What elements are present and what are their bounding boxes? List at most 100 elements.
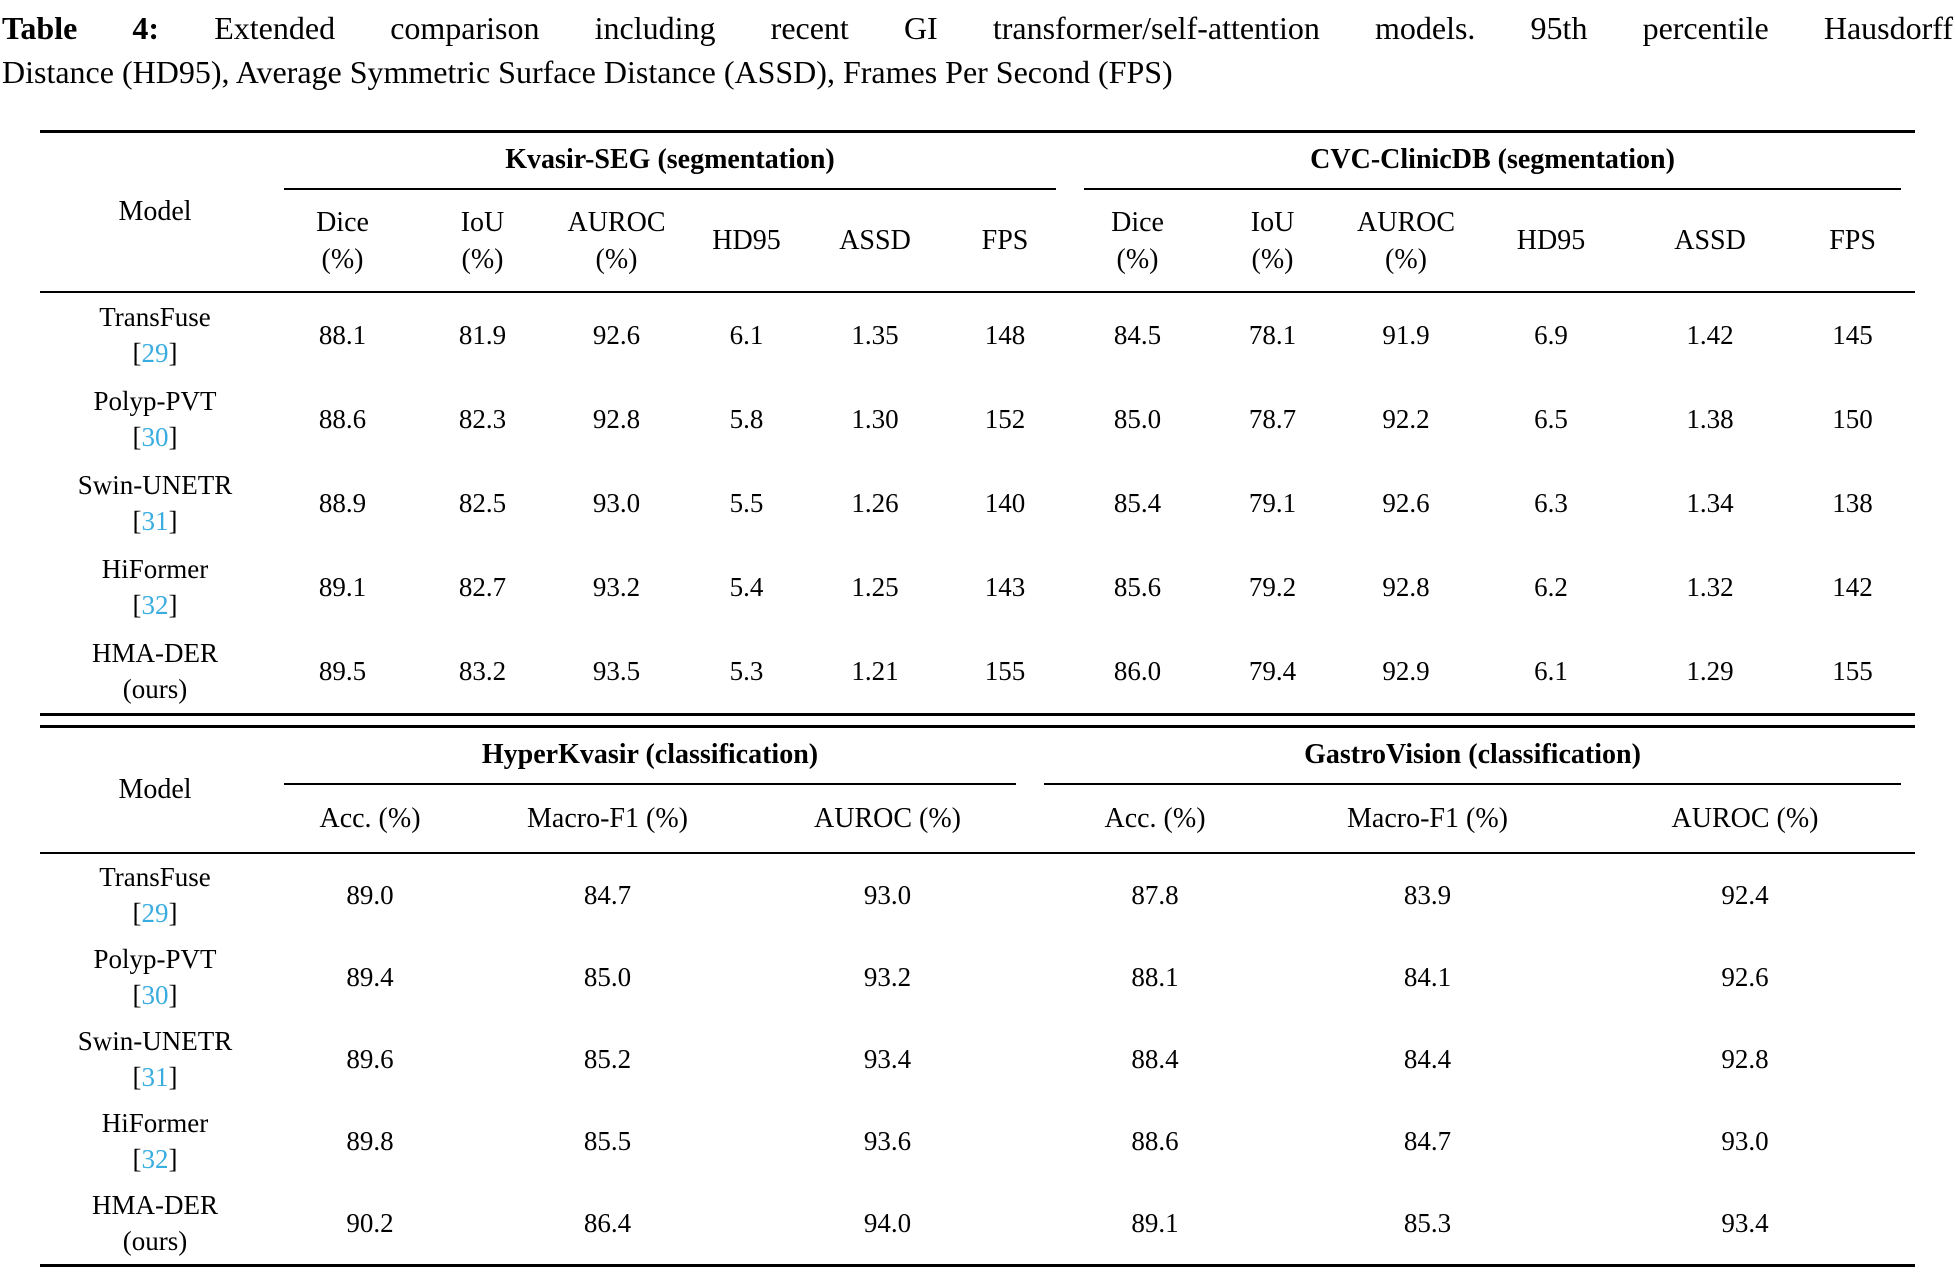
cell-value: 78.7 [1248,403,1297,434]
col-header-assd-1: ASSD [810,191,940,293]
cell-value: 79.2 [1248,571,1297,602]
cell-value: 85.4 [1113,487,1162,518]
cell-value: 79.1 [1248,487,1297,518]
cell-value: 88.6 [318,403,367,434]
cell-value: 82.5 [458,487,507,518]
col-header-macrof1-2: Macro-F1 (%) [1280,786,1575,854]
cell-value: 94.0 [863,1207,912,1238]
cell-value: 143 [984,571,1026,602]
cell-value: 86.4 [583,1207,632,1238]
cell-value: 89.0 [346,879,394,910]
model-name: Swin-UNETR [77,1026,233,1056]
group-header-hyperkvasir: HyperKvasir (classification) [270,727,1030,787]
col-header-iou-1: IoU (%) [415,191,550,293]
col-header-dice-2: Dice (%) [1070,191,1206,293]
segmentation-table: Model Kvasir-SEG (segmentation) CVC-Clin… [40,130,1916,716]
model-name: HiFormer [101,1108,209,1138]
model-name: Polyp-PVT [93,944,217,974]
model-name: HMA-DER [92,638,218,668]
cell-value: 1.26 [851,487,899,518]
group-header-cvc-clinicdb: CVC-ClinicDB (segmentation) [1070,132,1915,192]
model-name-cell: HiFormer [32] [40,545,270,629]
group-header-kvasir-seg: Kvasir-SEG (segmentation) [270,132,1070,192]
cell-value: 93.5 [592,655,641,686]
cell-value: 93.0 [863,879,912,910]
citation-line: [29] [132,338,178,368]
table-row-transfuse-cls: TransFuse [29] 89.0 84.7 93.0 87.8 83.9 … [40,853,1915,936]
citation-line: [30] [132,422,178,452]
cell-value: 92.8 [1721,1043,1769,1074]
cell-value: 88.9 [318,487,367,518]
col-header-fps-1: FPS [940,191,1071,293]
col-header-auroc-1: AUROC (%) [550,191,683,293]
table-row-polyp-pvt-seg: Polyp-PVT [30] 88.6 82.3 92.8 5.8 1.30 1… [40,377,1915,461]
model-name: HiFormer [101,554,209,584]
citation-link[interactable]: 30 [141,422,169,452]
cell-value: 89.1 [318,571,367,602]
model-name-cell: TransFuse [29] [40,853,270,936]
citation-link[interactable]: 29 [141,898,169,928]
model-name-cell: HMA-DER (ours) [40,629,270,715]
cell-value: 89.5 [318,655,367,686]
cell-value: 5.8 [729,403,764,434]
citation-line: [32] [132,590,178,620]
cell-value: 93.4 [863,1043,912,1074]
cell-value: 91.9 [1382,319,1430,350]
cell-value: 92.6 [1382,487,1430,518]
model-name-cell: HiFormer [32] [40,1100,270,1182]
cell-value: 90.2 [346,1207,394,1238]
cell-value: 93.2 [863,961,912,992]
cell-value: 83.9 [1403,879,1452,910]
cell-value: 92.9 [1382,655,1430,686]
cell-value: 6.9 [1534,319,1568,350]
cell-value: 155 [984,655,1026,686]
citation-link[interactable]: 29 [141,338,169,368]
citation-link[interactable]: 30 [141,980,169,1010]
cell-value: 140 [984,487,1026,518]
cell-value: 89.8 [346,1125,394,1156]
cell-value: 152 [984,403,1026,434]
col-header-auroc-2: AUROC (%) [1340,191,1473,293]
cell-value: 5.3 [729,655,764,686]
cell-value: 142 [1832,571,1873,602]
cell-value: 1.21 [851,655,899,686]
table-row-hiformer-seg: HiFormer [32] 89.1 82.7 93.2 5.4 1.25 14… [40,545,1915,629]
col-header-macrof1-1: Macro-F1 (%) [470,786,745,854]
model-name: Polyp-PVT [93,386,217,416]
model-name-cell: HMA-DER (ours) [40,1182,270,1266]
cell-value: 1.25 [851,571,899,602]
citation-line: [30] [132,980,178,1010]
cell-value: 6.2 [1534,571,1568,602]
cell-value: 88.1 [318,319,367,350]
table-row-hiformer-cls: HiFormer [32] 89.8 85.5 93.6 88.6 84.7 9… [40,1100,1915,1182]
cell-value: 6.3 [1534,487,1568,518]
table-row-swin-unetr-seg: Swin-UNETR [31] 88.9 82.5 93.0 5.5 1.26 … [40,461,1915,545]
table-row-hma-der-cls: HMA-DER (ours) 90.2 86.4 94.0 89.1 85.3 … [40,1182,1915,1266]
cell-value: 1.38 [1686,403,1734,434]
col-header-hd95-2: HD95 [1472,191,1631,293]
col-header-acc-2: Acc. (%) [1030,786,1280,854]
cell-value: 89.1 [1131,1207,1179,1238]
cell-value: 85.3 [1403,1207,1452,1238]
citation-link[interactable]: 32 [141,1144,169,1174]
cell-value: 138 [1832,487,1873,518]
cell-value: 6.1 [729,319,764,350]
cell-value: 84.4 [1403,1043,1452,1074]
citation-link[interactable]: 31 [141,1062,169,1092]
table-row-polyp-pvt-cls: Polyp-PVT [30] 89.4 85.0 93.2 88.1 84.1 … [40,936,1915,1018]
cell-value: 89.4 [346,961,394,992]
cell-value: 93.0 [1721,1125,1769,1156]
cell-value: 92.6 [592,319,641,350]
cell-value: 84.7 [1403,1125,1452,1156]
cell-value: 79.4 [1248,655,1297,686]
cell-value: 148 [984,319,1026,350]
cell-value: 1.42 [1686,319,1734,350]
cell-value: 93.4 [1721,1207,1769,1238]
caption-line-1: Table 4: Extended comparison including r… [2,6,1953,50]
cell-value: 87.8 [1131,879,1179,910]
citation-link[interactable]: 32 [141,590,169,620]
citation-link[interactable]: 31 [141,506,169,536]
model-name-cell: Polyp-PVT [30] [40,377,270,461]
cell-value: 88.4 [1131,1043,1179,1074]
